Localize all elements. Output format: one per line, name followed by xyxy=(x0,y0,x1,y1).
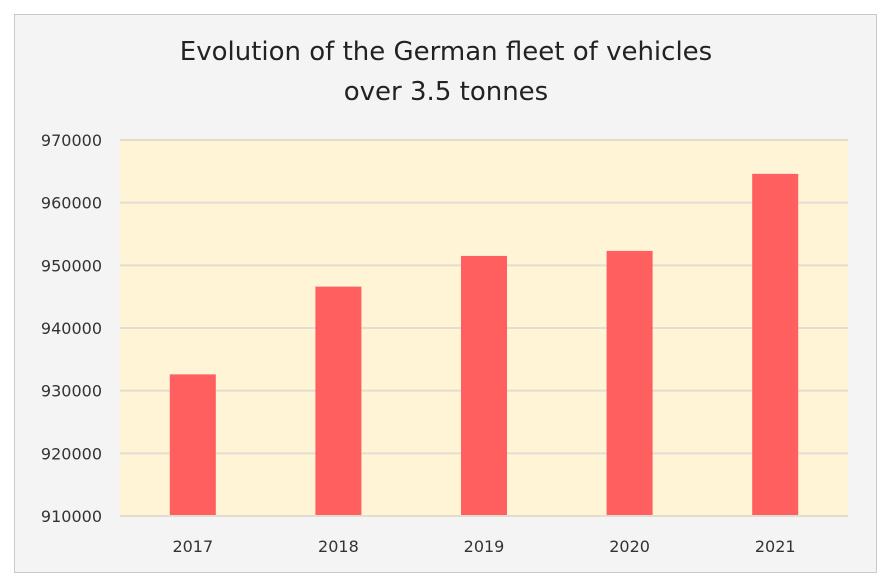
bar-2018 xyxy=(315,286,362,515)
bar-2021 xyxy=(752,173,799,515)
y-tick-label: 960000 xyxy=(41,194,102,213)
bar-2019 xyxy=(461,255,507,515)
y-tick-label: 920000 xyxy=(41,444,102,463)
y-tick-label: 940000 xyxy=(41,319,102,338)
chart-title-line-2: over 3.5 tonnes xyxy=(343,77,549,107)
y-tick-label: 970000 xyxy=(41,131,102,150)
x-tick-label: 2019 xyxy=(464,537,505,556)
chart-title: Evolution of the German fleet of vehicle… xyxy=(0,32,892,112)
bar-2017 xyxy=(169,374,216,515)
y-tick-label: 930000 xyxy=(41,382,102,401)
y-tick-label: 910000 xyxy=(41,507,102,526)
x-tick-label: 2021 xyxy=(755,537,796,556)
x-tick-label: 2017 xyxy=(172,537,213,556)
y-tick-label: 950000 xyxy=(41,256,102,275)
bar-2020 xyxy=(606,250,653,516)
x-tick-label: 2020 xyxy=(609,537,650,556)
chart-title-line-1: Evolution of the German fleet of vehicle… xyxy=(179,37,713,67)
x-tick-label: 2018 xyxy=(318,537,359,556)
